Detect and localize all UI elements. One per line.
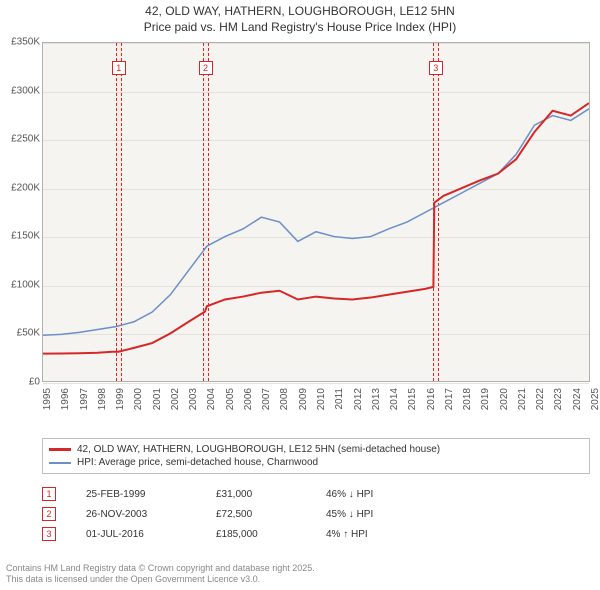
x-tick-label: 2016 <box>426 388 437 410</box>
x-tick-label: 2015 <box>407 388 418 410</box>
x-tick-label: 2025 <box>590 388 600 410</box>
x-tick-label: 1997 <box>79 388 90 410</box>
title-line-2: Price paid vs. HM Land Registry's House … <box>0 20 600 36</box>
line-series <box>43 43 589 382</box>
x-tick-label: 1999 <box>115 388 126 410</box>
flag-badge-1: 1 <box>42 487 56 501</box>
x-tick-label: 2020 <box>499 388 510 410</box>
flag-badge-3: 3 <box>42 527 56 541</box>
flag-delta-1: 46% ↓ HPI <box>326 489 406 500</box>
flag-row-2: 2 26-NOV-2003 £72,500 45% ↓ HPI <box>42 504 590 524</box>
x-tick-label: 2002 <box>170 388 181 410</box>
x-tick-label: 2007 <box>261 388 272 410</box>
x-tick-label: 2005 <box>225 388 236 410</box>
flag-price-2: £72,500 <box>216 509 296 520</box>
x-tick-label: 2000 <box>133 388 144 410</box>
x-tick-label: 2013 <box>371 388 382 410</box>
legend-label-1: 42, OLD WAY, HATHERN, LOUGHBOROUGH, LE12… <box>77 444 440 455</box>
legend-row-2: HPI: Average price, semi-detached house,… <box>49 456 583 469</box>
flag-marker-box: 3 <box>429 61 443 75</box>
x-tick-label: 2014 <box>389 388 400 410</box>
flag-table: 1 25-FEB-1999 £31,000 46% ↓ HPI 2 26-NOV… <box>42 484 590 544</box>
x-tick-label: 1996 <box>60 388 71 410</box>
x-tick-label: 2017 <box>444 388 455 410</box>
flag-row-1: 1 25-FEB-1999 £31,000 46% ↓ HPI <box>42 484 590 504</box>
legend: 42, OLD WAY, HATHERN, LOUGHBOROUGH, LE12… <box>42 438 590 474</box>
y-tick-label: £0 <box>29 377 40 388</box>
y-tick-label: £100K <box>11 279 40 290</box>
legend-swatch-2 <box>49 462 71 464</box>
x-tick-label: 1998 <box>97 388 108 410</box>
x-tick-label: 2011 <box>334 388 345 410</box>
flag-badge-2: 2 <box>42 507 56 521</box>
flag-date-3: 01-JUL-2016 <box>86 529 186 540</box>
flag-date-2: 26-NOV-2003 <box>86 509 186 520</box>
x-tick-label: 2022 <box>535 388 546 410</box>
title-line-1: 42, OLD WAY, HATHERN, LOUGHBOROUGH, LE12… <box>0 4 600 20</box>
chart-plot-area: 1 2 3 <box>42 42 590 382</box>
x-tick-label: 2008 <box>279 388 290 410</box>
x-tick-label: 2023 <box>553 388 564 410</box>
flag-date-1: 25-FEB-1999 <box>86 489 186 500</box>
footer-line-2: This data is licensed under the Open Gov… <box>6 574 315 586</box>
footer-line-1: Contains HM Land Registry data © Crown c… <box>6 563 315 575</box>
flag-row-3: 3 01-JUL-2016 £185,000 4% ↑ HPI <box>42 524 590 544</box>
flag-price-1: £31,000 <box>216 489 296 500</box>
x-tick-label: 2018 <box>462 388 473 410</box>
legend-swatch-1 <box>49 448 71 451</box>
x-tick-label: 2019 <box>480 388 491 410</box>
y-tick-label: £50K <box>17 328 40 339</box>
flag-delta-3: 4% ↑ HPI <box>326 529 406 540</box>
footer: Contains HM Land Registry data © Crown c… <box>6 563 315 586</box>
x-tick-label: 2010 <box>316 388 327 410</box>
flag-marker-box: 2 <box>199 61 213 75</box>
legend-row-1: 42, OLD WAY, HATHERN, LOUGHBOROUGH, LE12… <box>49 443 583 456</box>
flag-marker-box: 1 <box>112 61 126 75</box>
x-tick-label: 2006 <box>243 388 254 410</box>
legend-label-2: HPI: Average price, semi-detached house,… <box>77 457 318 468</box>
series-price_paid <box>43 103 589 354</box>
x-tick-label: 2021 <box>517 388 528 410</box>
y-tick-label: £300K <box>11 85 40 96</box>
flag-delta-2: 45% ↓ HPI <box>326 509 406 520</box>
x-tick-label: 2009 <box>298 388 309 410</box>
y-tick-label: £350K <box>11 37 40 48</box>
flag-price-3: £185,000 <box>216 529 296 540</box>
x-tick-label: 2024 <box>572 388 583 410</box>
x-tick-label: 2001 <box>152 388 163 410</box>
x-tick-label: 2012 <box>353 388 364 410</box>
x-tick-label: 2003 <box>188 388 199 410</box>
x-axis-labels: 1995 1996 1997 1998 1999 2000 2001 2002 2003 2004… <box>42 386 590 436</box>
y-tick-label: £200K <box>11 182 40 193</box>
series-hpi <box>43 109 589 335</box>
x-tick-label: 2004 <box>206 388 217 410</box>
y-tick-label: £250K <box>11 134 40 145</box>
y-tick-label: £150K <box>11 231 40 242</box>
x-tick-label: 1995 <box>42 388 53 410</box>
chart-title-block: 42, OLD WAY, HATHERN, LOUGHBOROUGH, LE12… <box>0 0 600 37</box>
